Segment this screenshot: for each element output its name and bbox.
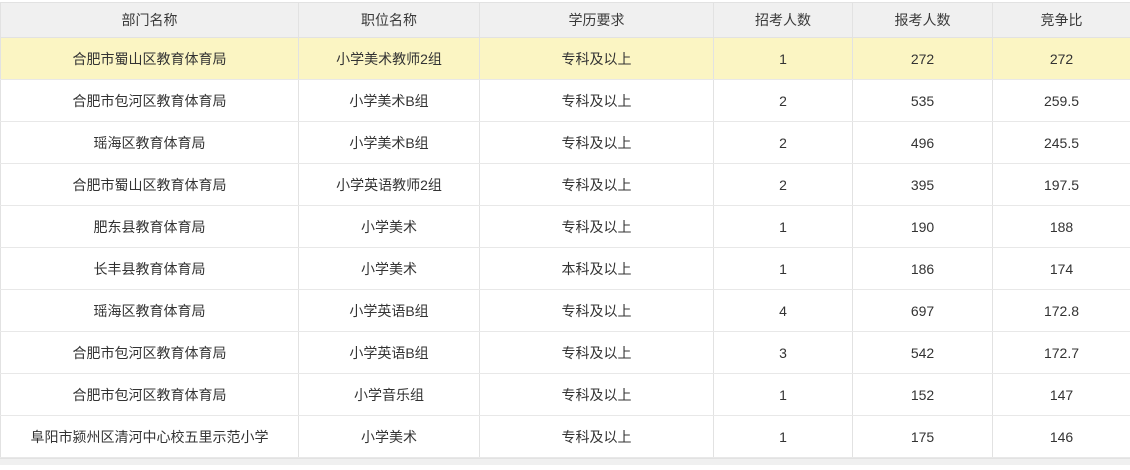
cell-department: 合肥市包河区教育体育局 [0,373,299,416]
cell-applicant-count: 535 [852,79,993,122]
table-row[interactable]: 长丰县教育体育局 小学美术 本科及以上 1 186 174 [0,247,1130,290]
cell-competition-ratio: 147 [992,373,1130,416]
cell-applicant-count: 697 [852,289,993,332]
cell-department: 瑶海区教育体育局 [0,289,299,332]
cell-competition-ratio: 172.8 [992,289,1130,332]
cell-recruit-count: 3 [713,331,853,374]
cell-recruit-count: 1 [713,247,853,290]
column-header-department: 部门名称 [0,2,299,38]
cell-recruit-count: 2 [713,79,853,122]
cell-position: 小学美术 [298,247,480,290]
column-header-recruit-count: 招考人数 [713,2,853,38]
cell-competition-ratio: 245.5 [992,121,1130,164]
column-header-position: 职位名称 [298,2,480,38]
cell-applicant-count: 542 [852,331,993,374]
table-row[interactable]: 肥东县教育体育局 小学美术 专科及以上 1 190 188 [0,205,1130,248]
cell-education: 专科及以上 [479,79,714,122]
cell-education: 本科及以上 [479,247,714,290]
cell-department: 合肥市蜀山区教育体育局 [0,37,299,80]
table-row[interactable]: 合肥市蜀山区教育体育局 小学美术教师2组 专科及以上 1 272 272 [0,37,1130,80]
table-row[interactable]: 瑶海区教育体育局 小学美术B组 专科及以上 2 496 245.5 [0,121,1130,164]
cell-department: 阜阳市颍州区清河中心校五里示范小学 [0,415,299,458]
cell-competition-ratio: 259.5 [992,79,1130,122]
cell-position: 小学英语B组 [298,289,480,332]
cell-education: 专科及以上 [479,163,714,206]
cell-recruit-count: 2 [713,163,853,206]
cell-position: 小学英语教师2组 [298,163,480,206]
cell-position: 小学美术B组 [298,121,480,164]
cell-competition-ratio: 272 [992,37,1130,80]
recruitment-table: 部门名称 职位名称 学历要求 招考人数 报考人数 竞争比 合肥市蜀山区教育体育局… [0,2,1130,458]
cell-applicant-count: 395 [852,163,993,206]
cell-education: 专科及以上 [479,415,714,458]
cell-competition-ratio: 174 [992,247,1130,290]
table-header-row: 部门名称 职位名称 学历要求 招考人数 报考人数 竞争比 [0,2,1130,38]
cell-applicant-count: 186 [852,247,993,290]
table-row[interactable]: 合肥市包河区教育体育局 小学英语B组 专科及以上 3 542 172.7 [0,331,1130,374]
cell-education: 专科及以上 [479,121,714,164]
cell-recruit-count: 1 [713,373,853,416]
column-header-education: 学历要求 [479,2,714,38]
cell-position: 小学美术B组 [298,79,480,122]
cell-education: 专科及以上 [479,331,714,374]
cell-recruit-count: 4 [713,289,853,332]
cell-education: 专科及以上 [479,373,714,416]
cell-recruit-count: 1 [713,37,853,80]
table-row[interactable]: 合肥市包河区教育体育局 小学美术B组 专科及以上 2 535 259.5 [0,79,1130,122]
table-row[interactable]: 阜阳市颍州区清河中心校五里示范小学 小学美术 专科及以上 1 175 146 [0,415,1130,458]
cell-recruit-count: 1 [713,415,853,458]
cell-department: 合肥市包河区教育体育局 [0,79,299,122]
cell-competition-ratio: 188 [992,205,1130,248]
cell-competition-ratio: 146 [992,415,1130,458]
cell-position: 小学美术教师2组 [298,37,480,80]
cell-position: 小学英语B组 [298,331,480,374]
cell-department: 瑶海区教育体育局 [0,121,299,164]
table-row[interactable]: 合肥市蜀山区教育体育局 小学英语教师2组 专科及以上 2 395 197.5 [0,163,1130,206]
cell-applicant-count: 272 [852,37,993,80]
cell-recruit-count: 2 [713,121,853,164]
column-header-applicant-count: 报考人数 [852,2,993,38]
cell-competition-ratio: 197.5 [992,163,1130,206]
cell-department: 合肥市包河区教育体育局 [0,331,299,374]
cell-applicant-count: 175 [852,415,993,458]
cell-recruit-count: 1 [713,205,853,248]
column-header-competition-ratio: 竞争比 [992,2,1130,38]
cell-department: 肥东县教育体育局 [0,205,299,248]
cell-department: 合肥市蜀山区教育体育局 [0,163,299,206]
cell-applicant-count: 190 [852,205,993,248]
cell-competition-ratio: 172.7 [992,331,1130,374]
table-row[interactable]: 瑶海区教育体育局 小学英语B组 专科及以上 4 697 172.8 [0,289,1130,332]
cell-applicant-count: 496 [852,121,993,164]
cell-department: 长丰县教育体育局 [0,247,299,290]
cell-position: 小学美术 [298,205,480,248]
cell-applicant-count: 152 [852,373,993,416]
cell-position: 小学美术 [298,415,480,458]
next-header-partial-strip [0,458,1130,465]
cell-education: 专科及以上 [479,289,714,332]
table-row[interactable]: 合肥市包河区教育体育局 小学音乐组 专科及以上 1 152 147 [0,373,1130,416]
cell-education: 专科及以上 [479,37,714,80]
cell-position: 小学音乐组 [298,373,480,416]
cell-education: 专科及以上 [479,205,714,248]
